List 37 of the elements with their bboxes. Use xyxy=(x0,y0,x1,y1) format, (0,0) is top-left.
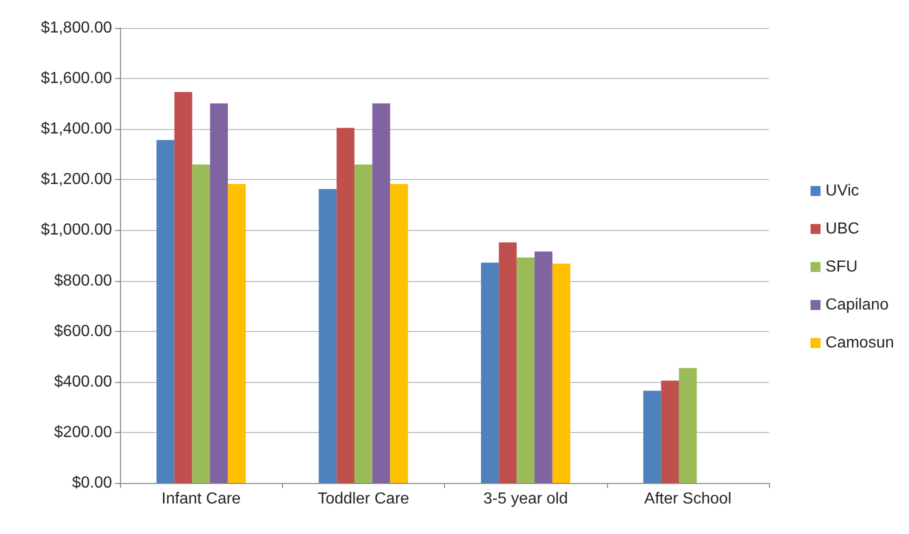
bar xyxy=(534,251,552,483)
y-tick-label: $1,000.00 xyxy=(40,222,112,239)
y-tick-label: $1,800.00 xyxy=(40,20,112,36)
x-tick-label: Toddler Care xyxy=(318,490,410,508)
bar xyxy=(192,164,210,483)
y-tick-label: $0.00 xyxy=(72,474,112,492)
bar xyxy=(210,103,228,483)
y-tick-label: $200.00 xyxy=(54,424,112,441)
bar xyxy=(354,164,372,483)
legend-label: Capilano xyxy=(826,296,889,314)
bar xyxy=(156,140,174,483)
bar xyxy=(318,189,337,483)
legend-label: SFU xyxy=(826,258,858,276)
legend-label: UVic xyxy=(826,182,860,200)
x-tick-label: Infant Care xyxy=(162,490,241,508)
bar xyxy=(516,258,535,483)
bar xyxy=(498,242,517,483)
y-tick-label: $400.00 xyxy=(54,373,112,390)
bar xyxy=(228,184,246,483)
bar xyxy=(643,390,662,483)
legend-label: UBC xyxy=(826,220,860,238)
bar xyxy=(390,184,408,483)
bar xyxy=(481,262,499,483)
bar xyxy=(552,264,570,483)
x-tick-label: 3-5 year old xyxy=(483,490,568,508)
bar xyxy=(336,128,354,483)
y-tick-label: $1,600.00 xyxy=(40,70,112,88)
y-tick-label: $800.00 xyxy=(54,272,112,290)
bar xyxy=(678,368,697,483)
bar xyxy=(174,92,192,483)
y-tick-label: $1,200.00 xyxy=(40,171,112,188)
y-tick-label: $1,400.00 xyxy=(40,120,112,138)
x-tick-label: After School xyxy=(644,490,732,508)
y-tick-label: $600.00 xyxy=(54,322,112,340)
legend-label: Camosun xyxy=(826,334,894,352)
bar xyxy=(372,103,390,483)
bar xyxy=(661,380,679,483)
